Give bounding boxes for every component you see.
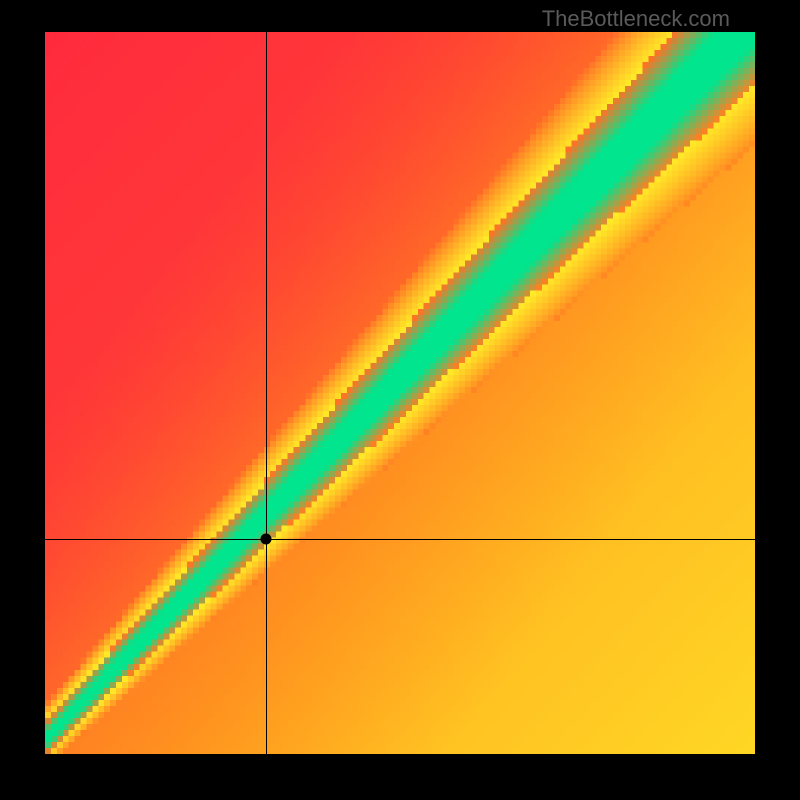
chart-container: TheBottleneck.com — [0, 0, 800, 800]
marker-dot — [260, 533, 271, 544]
heatmap-canvas — [45, 32, 755, 754]
attribution-text: TheBottleneck.com — [542, 6, 730, 32]
crosshair-horizontal — [45, 539, 755, 540]
crosshair-vertical — [266, 32, 267, 754]
plot-area — [45, 32, 755, 754]
